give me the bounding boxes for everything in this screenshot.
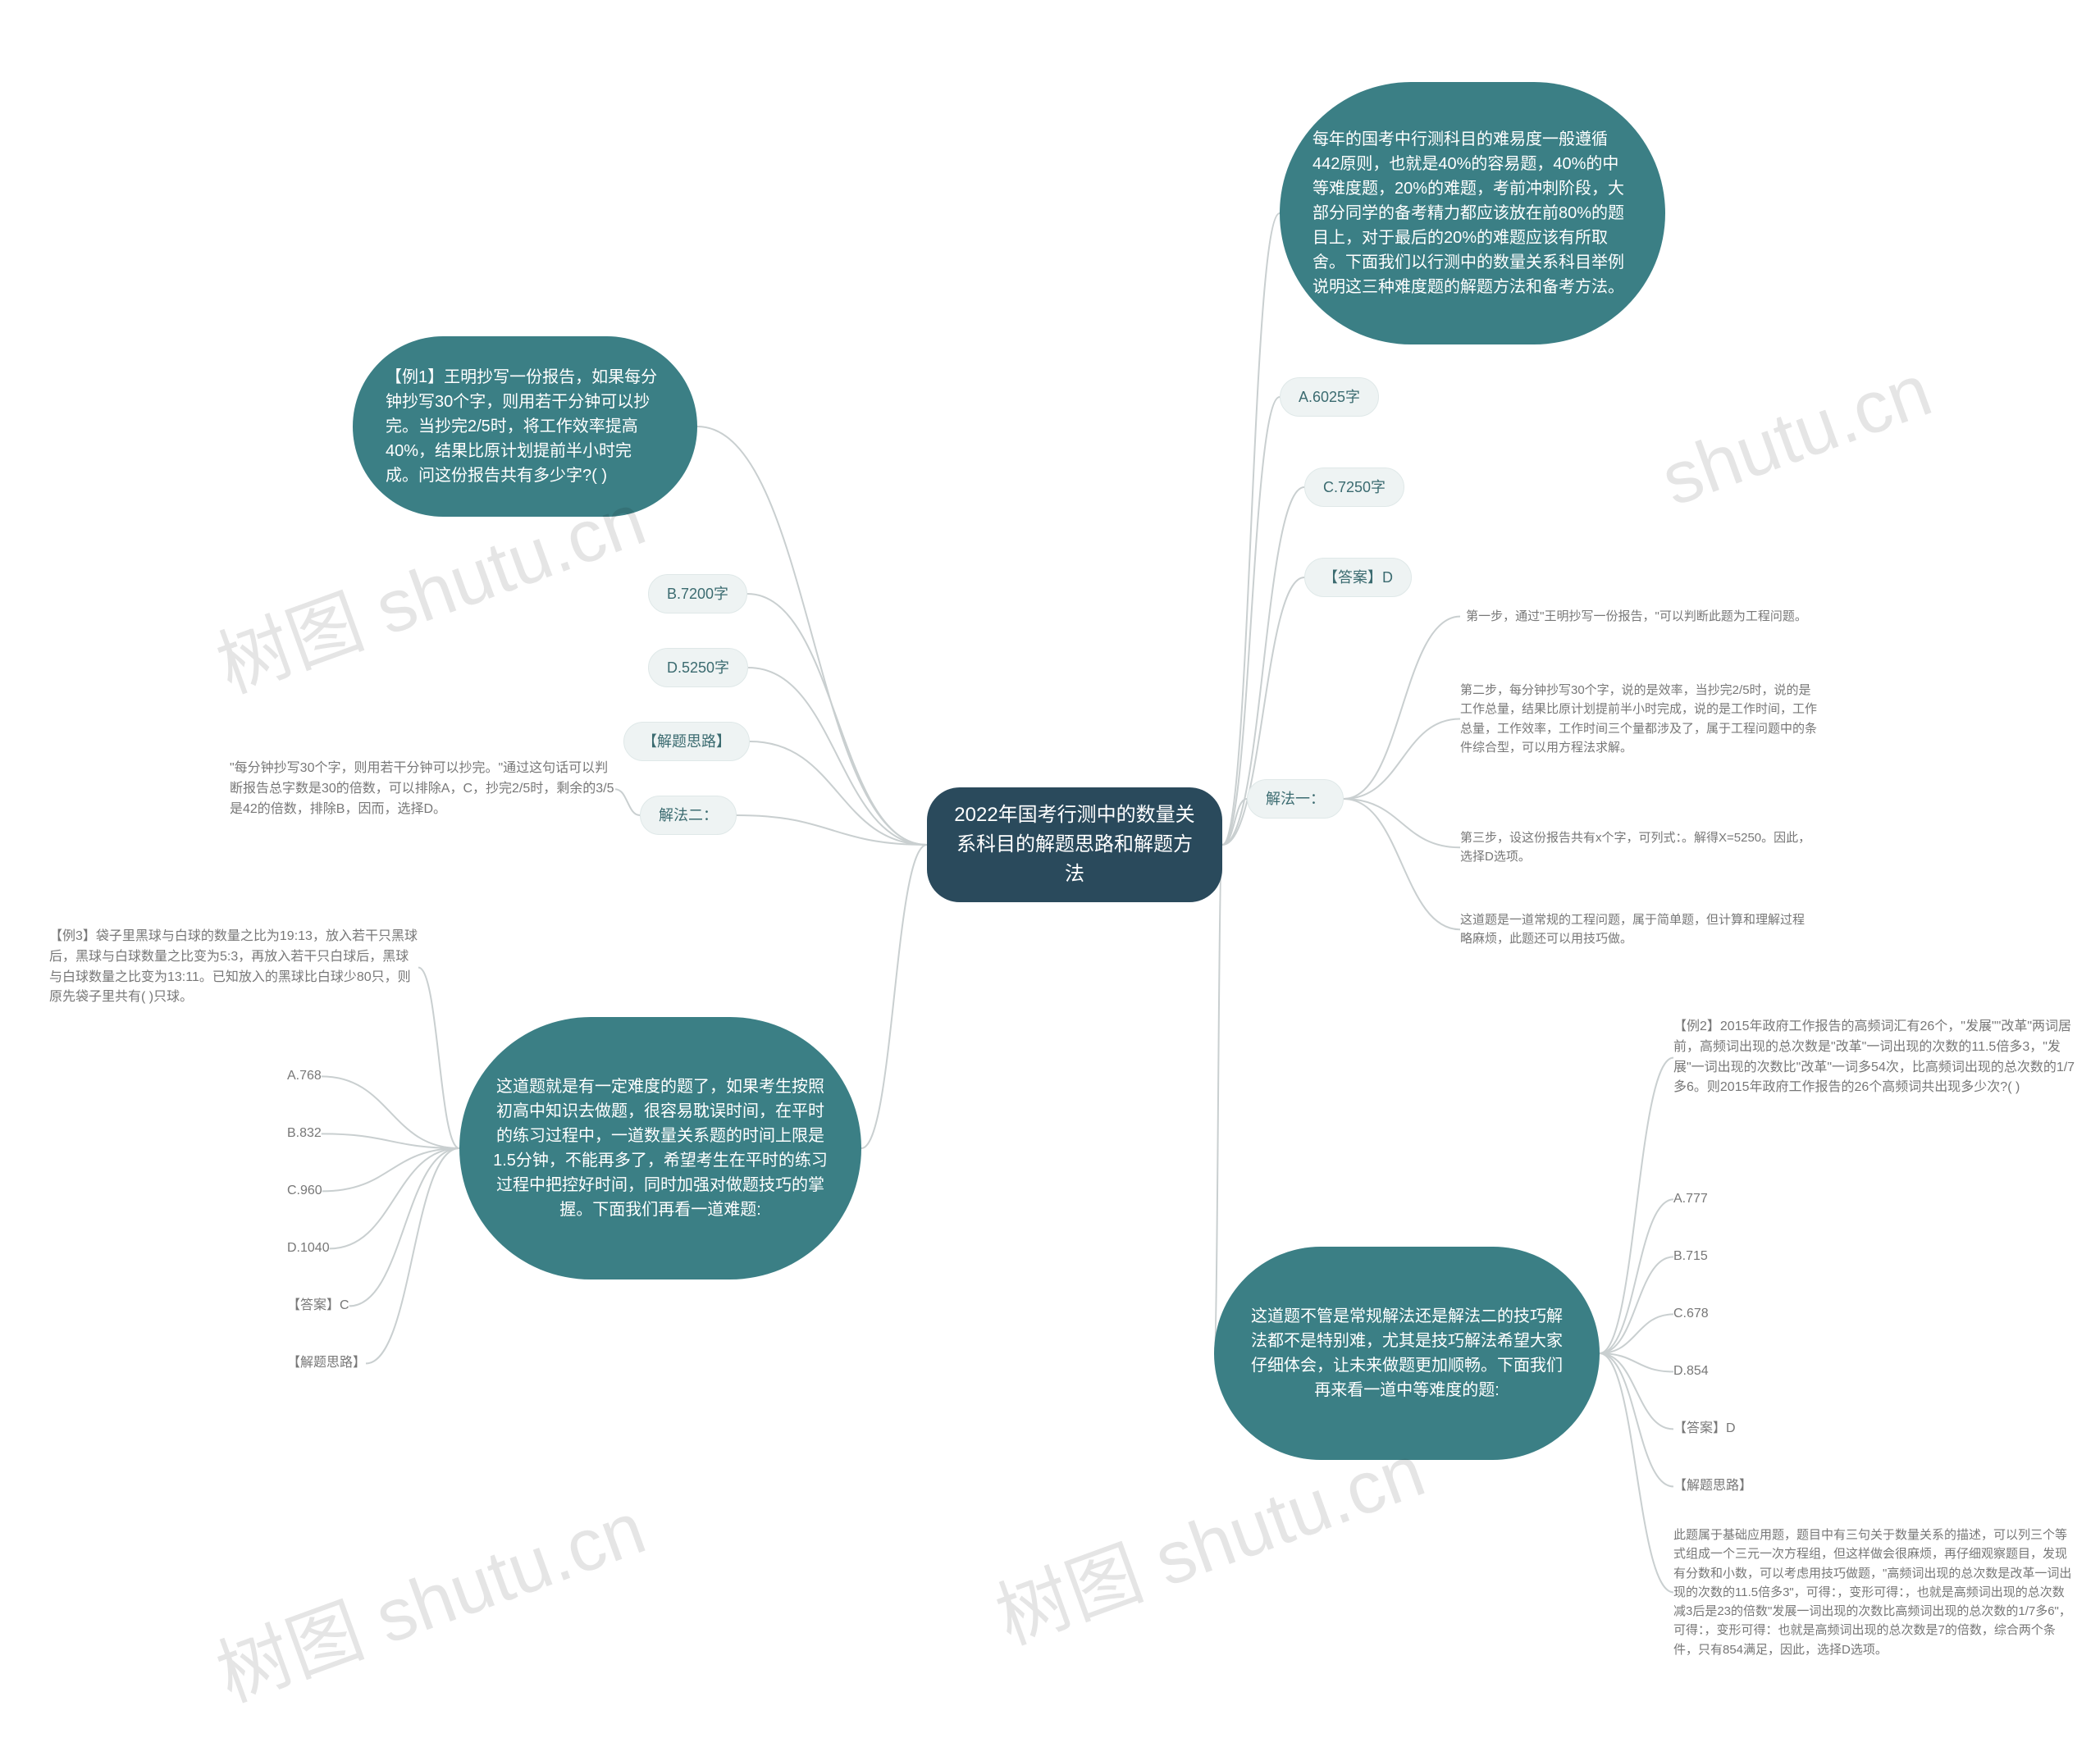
- option-c7250: C.7250字: [1304, 468, 1404, 507]
- method1-step1-text: 第一步，通过"王明抄写一份报告，"可以判断此题为工程问题。: [1466, 607, 1807, 626]
- mid-text: 这道题不管是常规解法还是解法二的技巧解法都不是特别难，尤其是技巧解法希望大家仔细…: [1247, 1304, 1567, 1403]
- example2-text: 【例2】2015年政府工作报告的高频词汇有26个，"发展""改革"两词居前，高频…: [1673, 1017, 2075, 1098]
- method1-step3-text: 第三步，设这份报告共有x个字，可列式：。解得X=5250。因此，选择D选项。: [1460, 828, 1813, 867]
- ex2-option-b-text: B.715: [1673, 1247, 1708, 1267]
- option-b7200: B.7200字: [648, 574, 747, 614]
- ex2-option-a: A.777: [1673, 1189, 1708, 1210]
- option-c7250-text: C.7250字: [1323, 477, 1386, 499]
- edge: [737, 815, 927, 845]
- edge: [1222, 213, 1280, 845]
- edge: [1222, 799, 1247, 845]
- edge: [1600, 1058, 1673, 1353]
- edge: [322, 1076, 459, 1148]
- answer-d-pill: 【答案】D: [1304, 558, 1412, 597]
- method1-step3: 第三步，设这份报告共有x个字，可列式：。解得X=5250。因此，选择D选项。: [1460, 828, 1813, 867]
- ex2-solution-heading-text: 【解题思路】: [1673, 1476, 1752, 1497]
- edge: [747, 594, 927, 845]
- method2-pill: 解法二：: [640, 796, 737, 835]
- ex2-explain-text: 此题属于基础应用题，题目中有三句关于数量关系的描述，可以列三个等式组成一个三元一…: [1673, 1526, 2075, 1659]
- ex3-solution-heading: 【解题思路】: [287, 1353, 366, 1374]
- option-b7200-text: B.7200字: [667, 583, 728, 605]
- method1-step1: 第一步，通过"王明抄写一份报告，"可以判断此题为工程问题。: [1460, 607, 1813, 626]
- ex3-answer: 【答案】C: [287, 1296, 349, 1316]
- method2-explain: "每分钟抄写30个字，则用若干分钟可以抄完。"通过这句话可以判断报告总字数是30…: [230, 759, 615, 819]
- edge: [1600, 1353, 1673, 1486]
- edge: [1344, 799, 1460, 847]
- method1-pill: 解法一：: [1247, 779, 1344, 819]
- edge: [1600, 1353, 1673, 1429]
- edge: [615, 789, 640, 815]
- intro-node: 每年的国考中行测科目的难易度一般遵循442原则，也就是40%的容易题，40%的中…: [1280, 82, 1665, 344]
- edge: [322, 1148, 459, 1191]
- mid-commentary-node: 这道题不管是常规解法还是解法二的技巧解法都不是特别难，尤其是技巧解法希望大家仔细…: [1214, 1247, 1600, 1460]
- edge: [322, 1133, 459, 1148]
- edge: [1222, 397, 1280, 845]
- ex3-option-c: C.960: [287, 1181, 322, 1202]
- ex2-option-d-text: D.854: [1673, 1362, 1709, 1382]
- option-d5250: D.5250字: [648, 648, 748, 687]
- center-node: 2022年国考行测中的数量关系科目的解题思路和解题方法: [927, 787, 1222, 902]
- method2-text: 解法二：: [659, 805, 718, 827]
- method1-step2: 第二步，每分钟抄写30个字，说的是效率，当抄完2/5时，说的是工作总量，结果比原…: [1460, 681, 1821, 757]
- intro-text: 每年的国考中行测科目的难易度一般遵循442原则，也就是40%的容易题，40%的中…: [1312, 127, 1632, 299]
- ex2-option-a-text: A.777: [1673, 1189, 1708, 1210]
- hard-text: 这道题就是有一定难度的题了，如果考生按照初高中知识去做题，很容易耽误时间，在平时…: [492, 1074, 829, 1222]
- method1-step4-text: 这道题是一道常规的工程问题，属于简单题，但计算和理解过程略麻烦，此题还可以用技巧…: [1460, 910, 1813, 949]
- edge: [1214, 845, 1222, 1353]
- example3-text-span: 【例3】袋子里黑球与白球的数量之比为19:13，放入若干只黑球后，黑球与白球数量…: [49, 927, 418, 1008]
- ex3-option-b-text: B.832: [287, 1124, 322, 1144]
- ex3-option-c-text: C.960: [287, 1181, 322, 1202]
- edge: [418, 968, 459, 1148]
- solution-heading-pill: 【解题思路】: [623, 722, 750, 761]
- edge: [748, 668, 927, 845]
- ex3-option-d: D.1040: [287, 1238, 330, 1259]
- edge: [1600, 1353, 1673, 1592]
- method2-explain-text: "每分钟抄写30个字，则用若干分钟可以抄完。"通过这句话可以判断报告总字数是30…: [230, 759, 615, 819]
- method1-step4: 这道题是一道常规的工程问题，属于简单题，但计算和理解过程略麻烦，此题还可以用技巧…: [1460, 910, 1813, 949]
- edge: [861, 845, 927, 1148]
- ex2-option-b: B.715: [1673, 1247, 1708, 1267]
- example1-node: 【例1】王明抄写一份报告，如果每分钟抄写30个字，则用若干分钟可以抄完。当抄完2…: [353, 336, 697, 517]
- ex3-option-d-text: D.1040: [287, 1238, 330, 1259]
- edge: [1600, 1199, 1673, 1353]
- edge: [349, 1148, 459, 1306]
- method1-text: 解法一：: [1266, 788, 1325, 810]
- edge: [1600, 1353, 1673, 1371]
- center-title: 2022年国考行测中的数量关系科目的解题思路和解题方法: [952, 801, 1198, 889]
- edge: [1600, 1257, 1673, 1353]
- ex2-answer-text: 【答案】D: [1673, 1419, 1736, 1439]
- watermark: shutu.cn: [1651, 349, 1942, 523]
- ex3-option-a: A.768: [287, 1066, 322, 1087]
- edge: [1344, 799, 1460, 929]
- ex2-option-c-text: C.678: [1673, 1304, 1709, 1325]
- edge: [750, 741, 927, 845]
- example2-text-span: 【例2】2015年政府工作报告的高频词汇有26个，"发展""改革"两词居前，高频…: [1673, 1017, 2075, 1098]
- answer-d-text: 【答案】D: [1323, 567, 1393, 589]
- edge: [1344, 719, 1460, 800]
- ex3-solution-heading-text: 【解题思路】: [287, 1353, 366, 1374]
- ex2-explain: 此题属于基础应用题，题目中有三句关于数量关系的描述，可以列三个等式组成一个三元一…: [1673, 1526, 2075, 1659]
- edge: [697, 426, 927, 845]
- ex2-answer: 【答案】D: [1673, 1419, 1736, 1439]
- hard-commentary-node: 这道题就是有一定难度的题了，如果考生按照初高中知识去做题，很容易耽误时间，在平时…: [459, 1017, 861, 1279]
- example1-text: 【例1】王明抄写一份报告，如果每分钟抄写30个字，则用若干分钟可以抄完。当抄完2…: [386, 365, 664, 488]
- option-a6025: A.6025字: [1280, 377, 1379, 417]
- watermark: 树图 shutu.cn: [200, 1469, 657, 1722]
- method1-step2-text: 第二步，每分钟抄写30个字，说的是效率，当抄完2/5时，说的是工作总量，结果比原…: [1460, 681, 1821, 757]
- ex3-answer-text: 【答案】C: [287, 1296, 349, 1316]
- ex3-option-b: B.832: [287, 1124, 322, 1144]
- ex3-option-a-text: A.768: [287, 1066, 322, 1087]
- edge: [1344, 617, 1460, 799]
- ex2-option-c: C.678: [1673, 1304, 1709, 1325]
- option-d5250-text: D.5250字: [667, 657, 729, 679]
- edge: [366, 1148, 459, 1363]
- edge: [1600, 1314, 1673, 1353]
- example3-text: 【例3】袋子里黑球与白球的数量之比为19:13，放入若干只黑球后，黑球与白球数量…: [49, 927, 418, 1008]
- edge: [330, 1148, 459, 1248]
- option-a6025-text: A.6025字: [1299, 386, 1360, 408]
- ex2-option-d: D.854: [1673, 1362, 1709, 1382]
- ex2-solution-heading: 【解题思路】: [1673, 1476, 1752, 1497]
- solution-heading-text: 【解题思路】: [642, 731, 731, 753]
